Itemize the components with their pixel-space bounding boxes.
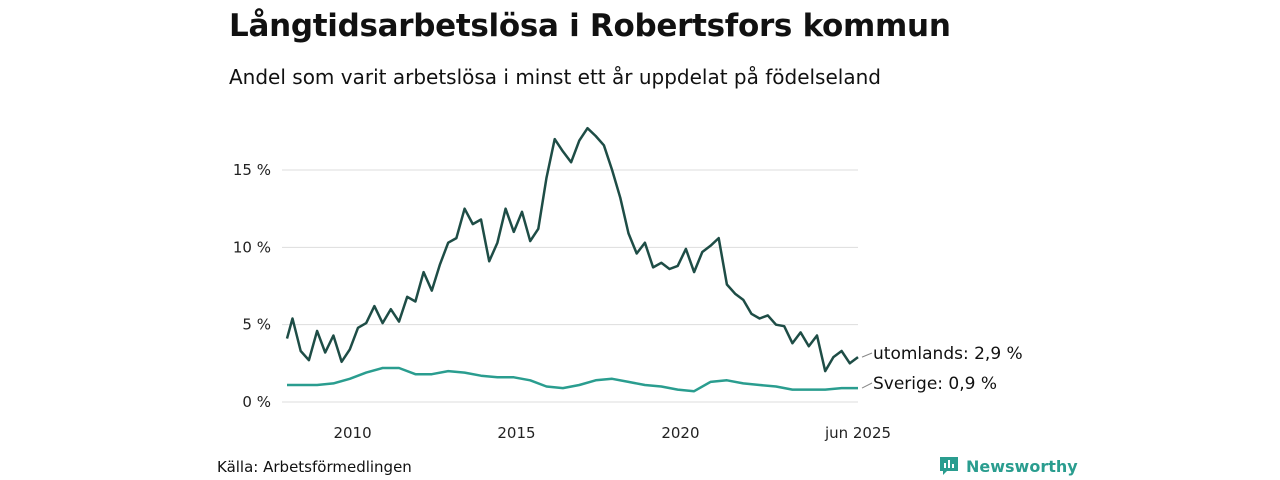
line-chart: 0 % 5 % 10 % 15 % 2010 2015 2020 jun 2025 utom…	[233, 126, 1023, 442]
y-tick-label: 0 %	[242, 393, 271, 411]
end-label-connector	[861, 352, 873, 358]
y-axis-ticks: 0 % 5 % 10 % 15 %	[233, 161, 271, 411]
y-tick-label: 10 %	[233, 238, 271, 256]
series-line-utomlands	[285, 126, 859, 373]
end-label-utomlands: utomlands: 2,9 %	[873, 344, 1023, 364]
brand[interactable]: Newsworthy	[938, 455, 1078, 477]
newsworthy-logo-icon	[940, 457, 958, 475]
x-tick-label: jun 2025	[824, 424, 891, 442]
chart-subtitle: Andel som varit arbetslösa i minst ett å…	[229, 65, 881, 89]
series-line-sverige	[287, 366, 858, 393]
y-tick-label: 5 %	[242, 316, 271, 334]
end-label-connector	[861, 382, 873, 389]
brand-name: Newsworthy	[966, 456, 1078, 476]
grid-lines	[282, 169, 858, 403]
y-tick-label: 15 %	[233, 161, 271, 179]
x-tick-label: 2020	[661, 424, 699, 442]
end-label-sverige: Sverige: 0,9 %	[873, 374, 997, 394]
x-tick-label: 2010	[333, 424, 371, 442]
x-tick-label: 2015	[497, 424, 535, 442]
series-lines	[285, 126, 859, 393]
chart-title: Långtidsarbetslösa i Robertsfors kommun	[229, 8, 951, 44]
x-axis-ticks: 2010 2015 2020 jun 2025	[333, 424, 891, 442]
source-note: Källa: Arbetsförmedlingen	[217, 458, 412, 476]
end-labels: utomlands: 2,9 % Sverige: 0,9 %	[861, 344, 1023, 394]
